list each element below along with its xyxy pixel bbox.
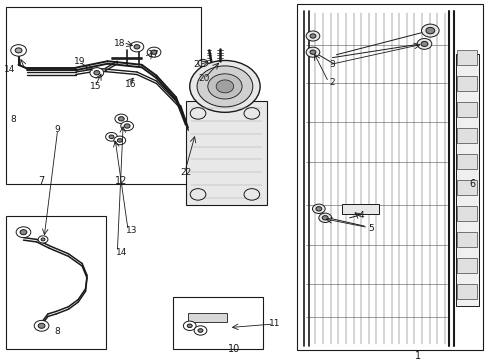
Text: 4: 4 xyxy=(358,211,364,220)
Bar xyxy=(6,7,201,184)
Text: 13: 13 xyxy=(126,226,138,235)
Text: 22: 22 xyxy=(180,168,191,177)
Circle shape xyxy=(34,320,49,331)
Text: 5: 5 xyxy=(368,224,374,233)
Circle shape xyxy=(38,323,45,328)
Circle shape xyxy=(322,216,327,220)
Circle shape xyxy=(305,47,319,57)
Circle shape xyxy=(189,60,260,112)
Circle shape xyxy=(115,114,127,123)
Circle shape xyxy=(305,31,319,41)
Circle shape xyxy=(216,80,233,93)
Circle shape xyxy=(38,236,48,243)
Text: 14: 14 xyxy=(115,248,127,257)
Bar xyxy=(456,129,476,143)
Circle shape xyxy=(94,71,100,75)
Circle shape xyxy=(315,207,321,211)
Bar xyxy=(456,50,476,65)
Circle shape xyxy=(190,108,205,119)
Text: 21: 21 xyxy=(193,60,205,69)
Bar xyxy=(456,102,476,117)
Circle shape xyxy=(90,68,103,78)
Circle shape xyxy=(15,48,22,53)
Bar xyxy=(456,284,476,299)
Circle shape xyxy=(134,45,140,49)
Text: 8: 8 xyxy=(55,327,61,336)
Text: 3: 3 xyxy=(329,60,335,69)
Bar xyxy=(456,233,476,247)
Circle shape xyxy=(421,24,438,37)
Circle shape xyxy=(187,324,192,328)
Text: 11: 11 xyxy=(268,320,280,328)
Circle shape xyxy=(114,136,125,145)
Text: 14: 14 xyxy=(4,65,16,74)
Bar xyxy=(455,54,478,306)
Circle shape xyxy=(190,189,205,200)
Circle shape xyxy=(309,34,315,38)
Text: 7: 7 xyxy=(39,176,44,186)
Circle shape xyxy=(147,47,161,57)
Text: 6: 6 xyxy=(468,179,474,189)
Circle shape xyxy=(16,227,31,238)
Text: 10: 10 xyxy=(227,344,240,354)
Circle shape xyxy=(124,124,130,128)
Circle shape xyxy=(198,329,203,332)
Circle shape xyxy=(420,41,427,46)
Bar xyxy=(456,258,476,273)
Circle shape xyxy=(425,27,434,34)
Circle shape xyxy=(109,135,114,139)
Bar xyxy=(297,4,482,350)
Text: 12: 12 xyxy=(115,176,127,186)
Circle shape xyxy=(121,121,133,131)
Circle shape xyxy=(198,59,207,67)
Circle shape xyxy=(318,213,331,222)
Circle shape xyxy=(151,50,157,54)
Text: 9: 9 xyxy=(55,125,61,134)
Circle shape xyxy=(244,108,259,119)
Circle shape xyxy=(309,50,315,54)
Text: 17: 17 xyxy=(148,50,160,59)
Bar xyxy=(456,76,476,91)
Circle shape xyxy=(183,321,196,330)
Bar xyxy=(172,297,263,349)
Text: 16: 16 xyxy=(125,80,137,89)
Circle shape xyxy=(118,117,124,121)
Circle shape xyxy=(117,139,122,142)
Bar xyxy=(456,206,476,221)
Circle shape xyxy=(130,42,143,52)
Circle shape xyxy=(312,204,325,213)
Bar xyxy=(6,216,106,349)
Bar xyxy=(342,204,378,214)
Text: 2: 2 xyxy=(329,78,335,87)
Circle shape xyxy=(416,39,431,49)
Circle shape xyxy=(197,66,252,107)
Bar xyxy=(185,101,266,205)
Circle shape xyxy=(194,326,206,335)
Bar xyxy=(188,313,227,322)
Circle shape xyxy=(207,74,242,99)
Circle shape xyxy=(41,238,45,241)
Text: 19: 19 xyxy=(74,57,85,66)
Text: 15: 15 xyxy=(89,82,101,91)
Circle shape xyxy=(20,230,27,235)
Text: 20: 20 xyxy=(198,74,210,83)
Text: 1: 1 xyxy=(414,351,420,360)
Text: 8: 8 xyxy=(11,115,17,124)
Circle shape xyxy=(105,132,117,141)
Circle shape xyxy=(11,45,26,56)
Circle shape xyxy=(244,189,259,200)
Bar xyxy=(456,180,476,195)
Text: 18: 18 xyxy=(114,39,125,48)
Bar xyxy=(456,154,476,169)
